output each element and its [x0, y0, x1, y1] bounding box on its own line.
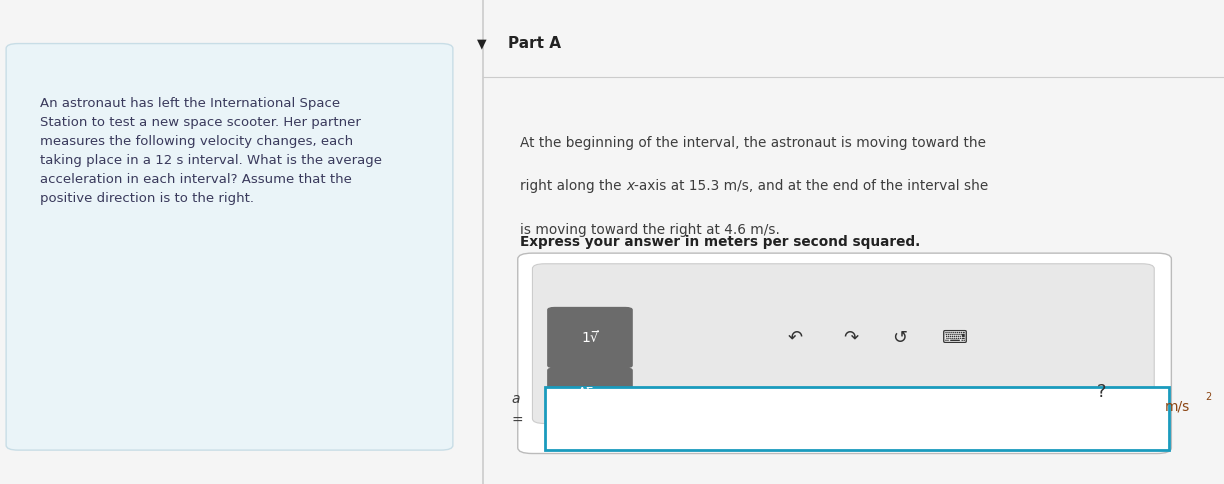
FancyBboxPatch shape	[532, 264, 1154, 424]
FancyBboxPatch shape	[518, 253, 1171, 454]
Text: Express your answer in meters per second squared.: Express your answer in meters per second…	[520, 235, 920, 249]
Text: right along the: right along the	[520, 179, 625, 193]
Text: -axis at 15.3 m/s, and at the end of the interval she: -axis at 15.3 m/s, and at the end of the…	[634, 179, 989, 193]
Text: ↶: ↶	[788, 329, 803, 347]
Text: x: x	[625, 179, 634, 193]
Text: ↷: ↷	[843, 329, 858, 347]
FancyBboxPatch shape	[547, 307, 633, 368]
Text: ΑΣφ: ΑΣφ	[578, 386, 602, 398]
Text: ▼: ▼	[477, 37, 487, 50]
FancyBboxPatch shape	[545, 387, 1169, 450]
Text: is moving toward the right at 4.6 m/s.: is moving toward the right at 4.6 m/s.	[520, 223, 780, 237]
Text: 1√̅: 1√̅	[581, 331, 599, 345]
Text: a: a	[512, 393, 520, 406]
Text: Part A: Part A	[508, 36, 561, 51]
Text: m/s: m/s	[1165, 400, 1191, 413]
Text: =: =	[512, 414, 523, 428]
FancyBboxPatch shape	[6, 44, 453, 450]
Text: ?: ?	[1097, 383, 1106, 401]
FancyBboxPatch shape	[547, 367, 633, 417]
Text: ↺: ↺	[892, 329, 907, 347]
Text: At the beginning of the interval, the astronaut is moving toward the: At the beginning of the interval, the as…	[520, 136, 987, 150]
Text: An astronaut has left the International Space
Station to test a new space scoote: An astronaut has left the International …	[40, 97, 382, 205]
Text: 2: 2	[1206, 392, 1212, 402]
Text: ⌨: ⌨	[941, 329, 968, 347]
